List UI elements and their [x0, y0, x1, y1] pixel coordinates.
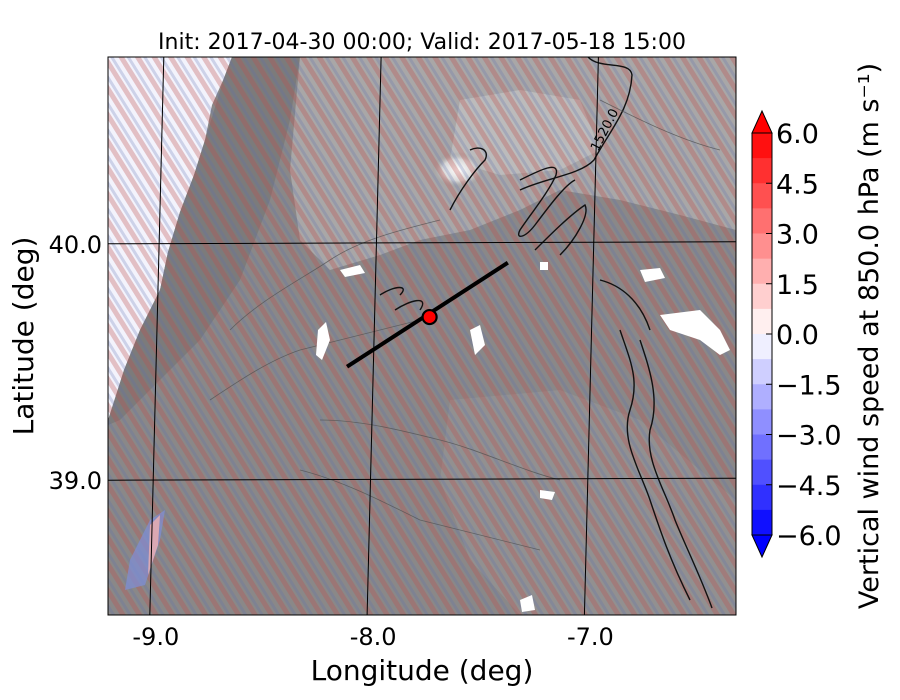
- colorbar-tick-label: −3.0: [776, 421, 842, 452]
- colorbar-extend-max: [751, 109, 773, 134]
- colorbar-tick-label: 4.5: [776, 169, 819, 200]
- colorbar-segment: [752, 308, 772, 335]
- colorbar-tick-label: 3.0: [776, 220, 819, 251]
- colorbar-segment: [752, 183, 772, 209]
- x-axis-ticks: -9.0 -8.0 -7.0: [132, 623, 613, 651]
- grid-parallel: [108, 477, 736, 481]
- colorbar-segment: [752, 283, 772, 310]
- colorbar-extend-min: [751, 534, 773, 559]
- colorbar-tick-label: −4.5: [776, 471, 842, 502]
- colorbar-segment: [752, 484, 772, 511]
- x-tick-label: -7.0: [567, 623, 614, 651]
- chart-title: Init: 2017-04-30 00:00; Valid: 2017-05-1…: [158, 30, 686, 55]
- colorbar-tick-label: 1.5: [776, 270, 819, 301]
- colorbar-segment: [752, 359, 772, 385]
- colorbar-label: Vertical wind speed at 850.0 hPa (m s⁻¹): [854, 63, 885, 609]
- grid-meridian: [366, 57, 382, 615]
- x-tick-label: -8.0: [350, 623, 397, 651]
- colorbar-segment: [752, 509, 772, 536]
- colorbar-segment: [752, 459, 772, 486]
- colorbar-segment: [752, 133, 772, 159]
- colorbar-segment: [752, 158, 772, 184]
- plot-frame: [107, 56, 737, 616]
- colorbar-ticks: 6.0 4.5 3.0 1.5 0.0 −1.5 −3.0 −4.5 −6.0: [766, 119, 842, 552]
- colorbar-segment: [752, 409, 772, 435]
- x-tick-label: -9.0: [132, 623, 179, 651]
- grid-lines: [108, 57, 736, 615]
- colorbar-segment: [752, 434, 772, 461]
- colorbar-segment: [752, 384, 772, 410]
- cross-section-overlay: [345, 261, 509, 369]
- grid-meridian: [149, 57, 165, 615]
- grid-meridian: [583, 57, 599, 615]
- colorbar-segment: [752, 258, 772, 285]
- y-tick-label: 40.0: [49, 231, 102, 259]
- location-marker: [421, 308, 438, 326]
- colorbar-tick-label: −1.5: [776, 370, 842, 401]
- colorbar-tick-label: 6.0: [776, 119, 819, 150]
- y-axis-ticks: 40.0 39.0: [49, 231, 102, 495]
- y-tick-label: 39.0: [49, 467, 102, 495]
- x-axis-label: Longitude (deg): [311, 654, 534, 687]
- colorbar-tick-label: 0.0: [776, 320, 819, 351]
- grid-parallel: [108, 241, 736, 245]
- colorbar-segment: [752, 334, 772, 360]
- colorbar-segment: [752, 233, 772, 260]
- colorbar-segment: [752, 208, 772, 234]
- y-axis-label: Latitude (deg): [7, 237, 40, 436]
- colorbar-tick-label: −6.0: [776, 521, 842, 552]
- map-background: [108, 57, 736, 615]
